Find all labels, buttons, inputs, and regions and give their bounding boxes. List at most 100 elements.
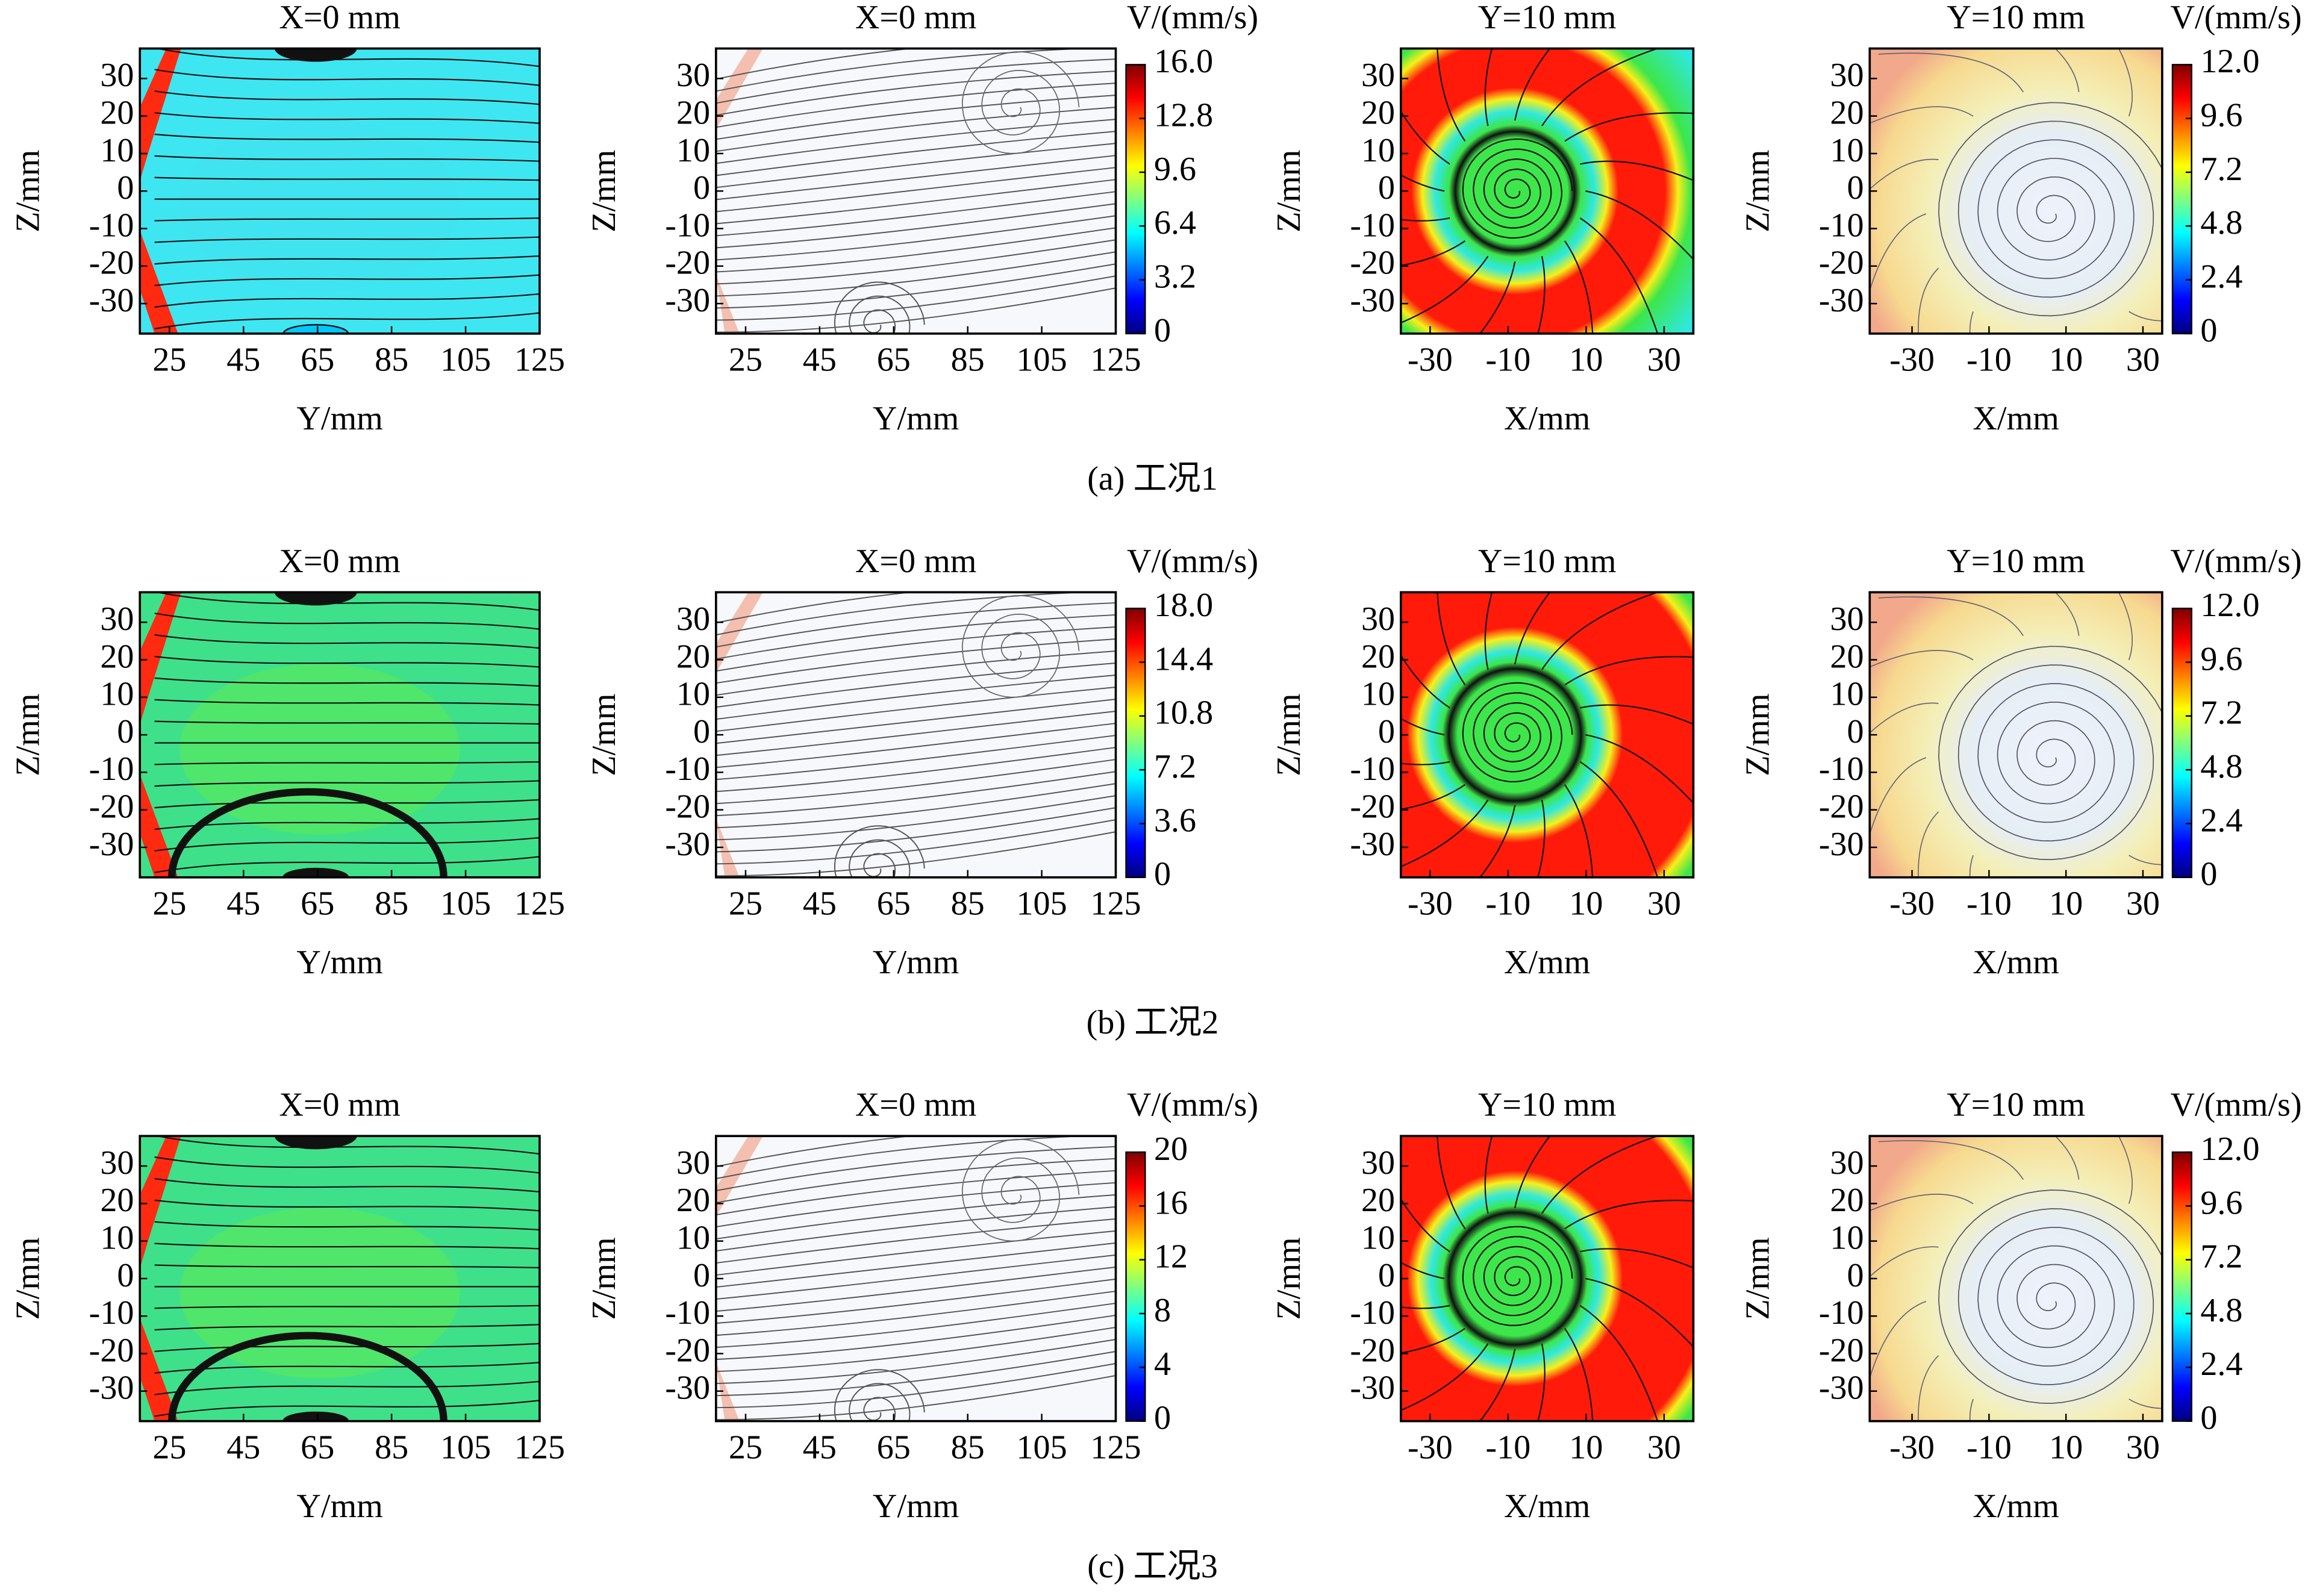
streamline (716, 711, 1116, 756)
y-tick-label: -20 (89, 245, 134, 282)
streamline (1564, 1328, 1594, 1421)
streamline (716, 650, 1116, 696)
streamline (154, 112, 540, 124)
colorbar-tick-label: 18.0 (1154, 587, 1213, 624)
plot-area (716, 48, 1116, 334)
x-tick-label: 85 (375, 341, 408, 379)
x-axis-label: Y/mm (296, 1488, 382, 1525)
streamline (1580, 1248, 1694, 1269)
streamline (154, 274, 540, 287)
y-tick-label: -10 (89, 750, 134, 788)
velocity-field (179, 663, 460, 835)
streamline (1918, 1355, 1939, 1421)
colorbar (2171, 608, 2192, 878)
y-tick-label: -10 (1350, 750, 1395, 788)
colorbar-label: V/(mm/s) (1127, 0, 1258, 36)
y-tick-label: -10 (665, 207, 710, 244)
colorbar-tick-label: 9.6 (2200, 640, 2242, 678)
streamline (1400, 1305, 1450, 1309)
plot-area (1870, 592, 2162, 877)
colorbar-tick-label: 12 (1154, 1238, 1188, 1276)
y-tick-label: 20 (1830, 638, 1864, 675)
x-tick-label: 125 (1090, 1429, 1141, 1466)
streamline (1436, 1136, 1466, 1229)
panel-title: Y=10 mm (1478, 1086, 1617, 1124)
streamline (1878, 596, 2024, 637)
y-tick-label: -10 (665, 750, 710, 788)
streamline (1579, 761, 1659, 877)
streamline (154, 720, 540, 725)
colorbar-tick-label: 4 (1154, 1345, 1171, 1383)
panel-title: X=0 mm (855, 543, 977, 580)
streamline (154, 1199, 540, 1212)
y-tick-label: 0 (117, 713, 134, 750)
y-tick-label: -10 (1350, 1294, 1395, 1332)
streamline (154, 90, 540, 105)
x-axis-label: X/mm (1973, 1488, 2059, 1525)
x-tick-label: -30 (1408, 885, 1453, 922)
colorbar-tick-label: 4.8 (2200, 748, 2242, 785)
x-tick-label: 45 (226, 1429, 260, 1466)
x-tick-label: 30 (2126, 885, 2160, 922)
streamline (154, 1156, 540, 1174)
streamline (716, 263, 1116, 309)
y-tick-label: -30 (1350, 282, 1395, 319)
velocity-field (140, 48, 181, 181)
streamline (1400, 110, 1450, 165)
x-tick-label: 125 (514, 885, 565, 922)
streamline (154, 155, 540, 162)
x-tick-label: -10 (1486, 885, 1531, 922)
streamline (154, 1400, 540, 1417)
streamline (1400, 1343, 1489, 1411)
streamline (1870, 1194, 1974, 1212)
streamline (716, 155, 1116, 201)
y-tick-label: -20 (1350, 1332, 1395, 1369)
streamline (716, 251, 1116, 297)
y-tick-label: 0 (1378, 713, 1395, 750)
streamline (154, 1342, 540, 1353)
colorbar (1125, 64, 1146, 335)
velocity-field (716, 48, 1116, 334)
colorbar (2171, 64, 2192, 335)
streamline (154, 1221, 540, 1231)
streamline (716, 48, 1094, 92)
colorbar-label: V/(mm/s) (1127, 1086, 1258, 1124)
y-tick-label: 10 (1830, 676, 1864, 713)
streamline (716, 759, 1116, 805)
streamline (2054, 592, 2080, 636)
streamline (154, 236, 540, 243)
streamline (154, 818, 540, 831)
x-tick-label: 65 (877, 1429, 911, 1466)
y-tick-label: 30 (676, 600, 710, 638)
y-tick-label: -20 (1819, 788, 1864, 826)
streamline (1938, 646, 2162, 861)
vortex-core (274, 592, 357, 606)
streamline (716, 1170, 1116, 1215)
x-tick-label: -10 (1486, 341, 1531, 379)
y-tick-label: 10 (1361, 132, 1395, 169)
x-tick-label: 45 (226, 885, 260, 922)
streamline (1436, 48, 1466, 142)
y-tick-label: -30 (1819, 1370, 1864, 1407)
y-tick-label: -30 (1350, 1370, 1395, 1407)
x-axis-label: X/mm (1504, 944, 1590, 981)
streamline (1579, 1305, 1659, 1421)
colorbar-tick-label: 16.0 (1154, 43, 1213, 80)
y-tick-label: 10 (1361, 1220, 1395, 1257)
colorbar (2171, 1151, 2192, 1422)
x-tick-label: -30 (1889, 1429, 1935, 1466)
streamline (1400, 718, 1445, 736)
x-tick-label: 85 (375, 1429, 408, 1466)
streamline (154, 255, 540, 265)
y-tick-label: 10 (676, 676, 710, 713)
velocity-field (716, 1136, 1116, 1421)
panel-title: Y=10 mm (1947, 1086, 2085, 1124)
y-tick-label: -30 (665, 1370, 710, 1407)
streamline (154, 1380, 540, 1395)
y-tick-label: -20 (1819, 1332, 1864, 1369)
streamline (1462, 1226, 1573, 1326)
streamline (154, 48, 540, 67)
streamline (716, 638, 1116, 684)
streamline (716, 602, 1116, 648)
